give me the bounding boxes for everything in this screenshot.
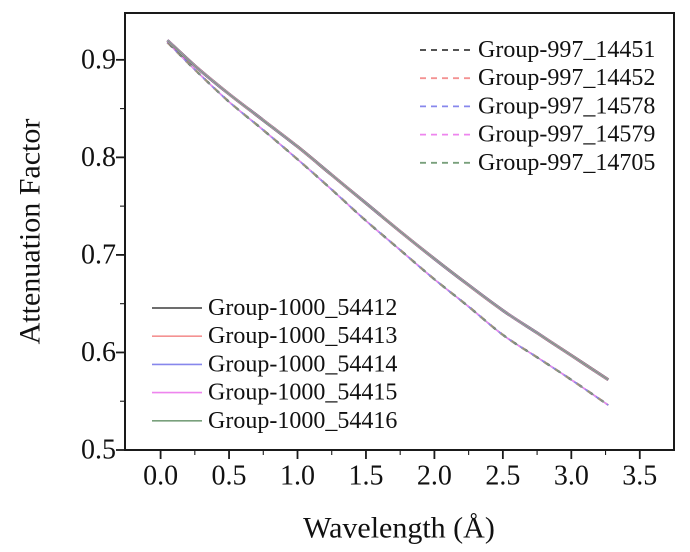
legend-entry: Group-1000_54414	[152, 351, 397, 377]
axis-tick-labels: 0.0 0.5 1.0 1.5 2.0 2.5 3.0 3.5 0.5 0.6 0.7 0.8 0.9	[81, 44, 657, 491]
legend-label: Group-997_14578	[478, 93, 655, 119]
legend-entry: Group-1000_54415	[152, 380, 397, 406]
data-curves	[166, 39, 610, 407]
legend-entry: Group-997_14451	[420, 37, 655, 63]
legend-blocks: Group-997_14451Group-997_14452Group-997_…	[152, 37, 655, 434]
legend-label: Group-1000_54412	[208, 295, 397, 321]
legend-group-1000: Group-1000_54412Group-1000_54413Group-10…	[152, 295, 397, 434]
x-tick-label: 3.5	[622, 461, 657, 492]
legend-entry: Group-997_14705	[420, 150, 655, 176]
axis-ticks	[116, 58, 641, 459]
y-tick-label: 0.5	[81, 435, 116, 466]
x-tick-label: 2.5	[485, 461, 520, 492]
y-tick-label: 0.9	[81, 44, 116, 75]
legend-entry: Group-997_14578	[420, 93, 655, 119]
legend-label: Group-1000_54415	[208, 380, 397, 406]
legend-label: Group-997_14451	[478, 37, 655, 63]
legend-label: Group-997_14705	[478, 150, 655, 176]
y-axis-title: Attenuation Factor	[14, 119, 47, 345]
legend-entry: Group-997_14579	[420, 122, 655, 148]
legend-label: Group-1000_54413	[208, 323, 397, 349]
x-axis-title: Wavelength (Å)	[303, 512, 495, 545]
legend-entry: Group-1000_54413	[152, 323, 397, 349]
legend-label: Group-1000_54416	[208, 408, 397, 434]
legend-label: Group-997_14579	[478, 122, 655, 148]
plot-frame	[124, 12, 675, 451]
x-tick-label: 0.5	[212, 461, 247, 492]
legend-group-997: Group-997_14451Group-997_14452Group-997_…	[420, 37, 655, 176]
x-tick-label: 0.0	[143, 461, 178, 492]
series-line-Group-1000_54416	[166, 39, 609, 381]
legend-entry: Group-997_14452	[420, 65, 655, 91]
legend-label: Group-1000_54414	[208, 351, 397, 377]
y-tick-label: 0.8	[81, 142, 116, 173]
x-tick-label: 1.5	[348, 461, 383, 492]
x-tick-label: 2.0	[417, 461, 452, 492]
series-line-Group-997_14705	[166, 41, 609, 406]
legend-entry: Group-1000_54412	[152, 295, 397, 321]
legend-entry: Group-1000_54416	[152, 408, 397, 434]
series-line-Group-997_14578	[166, 41, 609, 406]
x-tick-label: 3.0	[554, 461, 589, 492]
y-tick-label: 0.6	[81, 337, 116, 368]
legend-label: Group-997_14452	[478, 65, 655, 91]
y-tick-label: 0.7	[81, 239, 116, 270]
x-tick-label: 1.0	[280, 461, 315, 492]
